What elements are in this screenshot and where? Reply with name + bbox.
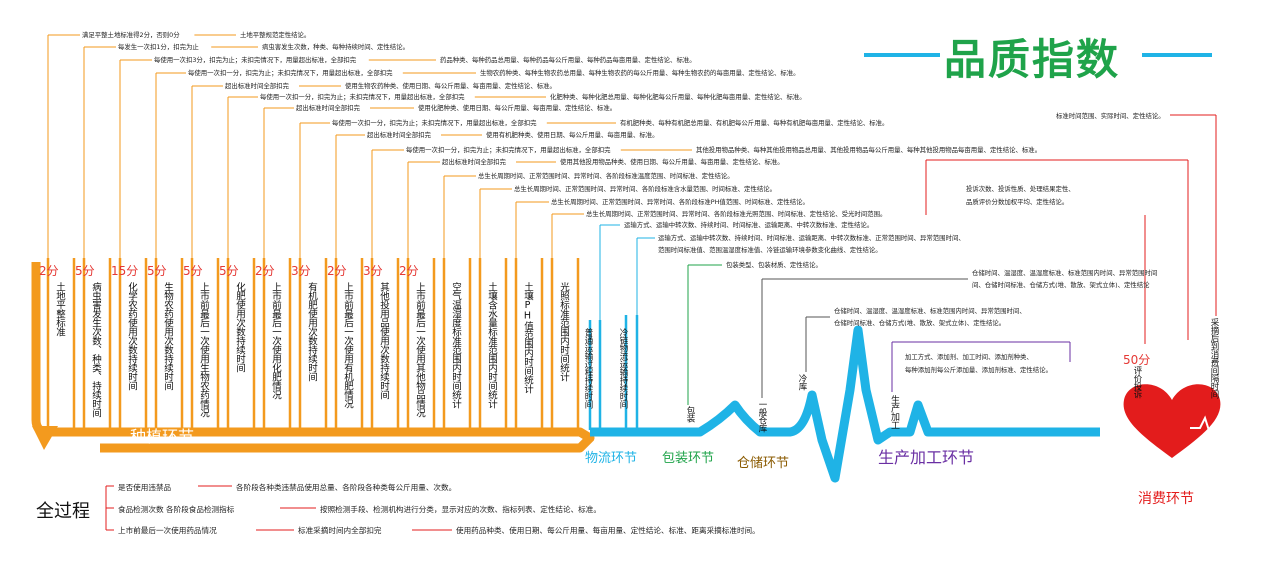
planting-score: 2分 (39, 264, 59, 278)
pulse-line (1190, 415, 1232, 444)
logistics-desc-3: 范围时间标准值、范围温湿度标准值、冷链运输环境参数变化曲线、定性结论。 (658, 246, 882, 254)
planting-score: 5分 (219, 264, 239, 278)
consumption-eval-desc-2: 品质评价分数加权平均、定性结论。 (966, 198, 1069, 206)
planting-score: 2分 (399, 264, 419, 278)
heart-icon (1123, 384, 1221, 458)
processing-desc-2: 每种添加剂每公斤添加量、添加剂标准、定性结论。 (905, 366, 1052, 374)
planting-label: 土地平整标准 (54, 282, 65, 336)
planting-desc: 每使用一次扣一分，扣完为止；未扣完情况下，用量超出标准，全部扣完 (406, 146, 611, 154)
storage-general-desc-2: 间、仓储时间标准、仓储方式(堆、散放、架式立体)、定性结论 (972, 281, 1150, 289)
stage-consumption: 消费环节 (1138, 491, 1194, 507)
consumption-score: 50分 (1123, 353, 1151, 367)
consumption-eval-desc-1: 投诉次数、投诉性质、处理结果定性、 (966, 185, 1075, 193)
planting-label: 其他投用品使用次数持续时间 (378, 282, 389, 399)
planting-label: 上市前最后一次使用其他物品情况 (414, 282, 425, 417)
planting-desc: 超出标准时间全部扣完 (225, 82, 289, 90)
storage-cold-label: 冷库 (797, 374, 807, 390)
planting-desc: 超出标准时间全部扣完 (367, 131, 431, 139)
stage-storage: 仓储环节 (737, 456, 790, 471)
logistics-normal-label: 普通运输过程持续时间 (583, 328, 593, 408)
whole-row-2-a: 食品检测次数 各阶段食品检测指标 (118, 505, 235, 514)
planting-label: 有机肥使用次数持续时间 (306, 282, 317, 381)
whole-row-3-b: 标准采摘时间内全部扣完 (298, 526, 382, 535)
planting-label: 土壤PH值范围内时间统计 (522, 282, 533, 393)
storage-general-desc-1: 仓储时间、温湿度、温湿度标准、标准范围内时间、异常范围时间 (972, 269, 1158, 277)
planting-desc: 每使用一次扣一分，扣完为止；未扣完情况下，用量超出标准，全部扣完 (332, 119, 537, 127)
stage-planting: 种植环节 (130, 427, 195, 446)
consumption-time-desc: 标准时间范围、实际时间、定性结论。 (1056, 112, 1165, 120)
planting-desc: 每使用一次扣3分，扣完为止；未扣完情况下，用量超出标准，全部扣完 (154, 56, 357, 64)
logistics-desc-2: 运输方式、运输中转次数、持续时间、时间标准、运输距离、中转次数标准、正常范围时间… (658, 234, 965, 242)
planting-label: 化学农药使用次数持续时间 (126, 282, 137, 390)
consumption-eval-label: 评价投诉 (1132, 366, 1142, 398)
planting-detail: 使用有机肥种类、使用日期、每公斤用量、每亩用量、标准。 (486, 131, 659, 139)
planting-desc: 总生长周期时间、正常范围时间、异常时间、各阶段标准含水量范围、时间标准、定性结论… (514, 185, 777, 193)
planting-score: 3分 (363, 264, 383, 278)
planting-label: 上市前最后一次使用生物农药情况 (198, 282, 209, 417)
planting-detail: 生物农药种类、每种生物农药总用量、每种生物农药的每公斤用量、每种生物农药的每亩用… (480, 69, 800, 77)
planting-detail: 其他投用物品种类、每种其他投用物品总用量、其他投用物品每公斤用量、每种其他投用物… (696, 146, 1042, 154)
processing-label: 生产加工 (889, 395, 899, 429)
planting-label: 生物农药使用次数持续时间 (162, 282, 173, 390)
planting-desc: 每使用一次扣一分，扣完为止；未扣完情况下，用量超出标准，全部扣完 (188, 69, 393, 77)
planting-desc: 总生长周期时间、正常范围时间、异常时间、各阶段标准温度范围、时间标准、定性结论。 (478, 172, 734, 180)
logistics-desc-1: 运输方式、运输中转次数、持续时间、时间标准、运输距离、中转次数标准、定性结论。 (624, 221, 874, 229)
planting-label: 土壤含水量标准范围内时间统计 (486, 282, 497, 408)
planting-detail: 使用化肥种类、使用日期、每公斤用量、每亩用量、定性结论、标准。 (418, 104, 617, 112)
whole-row-1-b: 各阶段各种类违禁品使用总量、各阶段各种类每公斤用量、次数。 (236, 483, 457, 492)
whole-row-2-b: 按照检测手段、检测机构进行分类，显示对应的次数、指标列表、定性结论、标准。 (320, 505, 601, 514)
stage-packaging: 包装环节 (662, 451, 715, 466)
orange-arrow-head (32, 426, 58, 450)
planting-detail: 药品种类、每种药品总用量、每种药品每公斤用量、每种药品每亩用量、定性结论、标准。 (440, 56, 696, 64)
planting-label: 上市前最后一次使用有机肥情况 (342, 282, 353, 408)
planting-desc: 每使用一次扣一分，扣完为止；未扣完情况下，用量超出标准，全部扣完 (260, 93, 465, 101)
packaging-desc: 包装类型、包装材质、定性结论。 (726, 261, 822, 269)
planting-score: 5分 (75, 264, 95, 278)
logistics-cold-label: 冷链物流运输持续时间 (618, 328, 628, 408)
whole-row-3-a: 上市前最后一次使用药品情况 (118, 526, 217, 535)
storage-general-label: 一般仓库 (757, 400, 767, 432)
whole-process-label: 全过程 (36, 501, 90, 522)
planting-detail: 有机肥种类、每种有机肥总用量、有机肥每公斤用量、每种有机肥每亩用量、定性结论、标… (620, 119, 889, 127)
planting-detail: 使用其他投用物品种类、使用日期、每公斤用量、每亩用量、定性结论、标准。 (560, 158, 784, 166)
planting-desc: 满足平整土地标准得2分，否则0分 (82, 31, 180, 39)
planting-label: 病虫害发生次数、种类、持续时间 (90, 282, 101, 417)
planting-label: 化肥使用次数持续时间 (234, 282, 245, 372)
planting-desc: 每发生一次扣1分，扣完为止 (118, 43, 199, 51)
planting-score: 5分 (183, 264, 203, 278)
planting-score: 5分 (147, 264, 167, 278)
planting-label: 光照标准范围内时间统计 (558, 282, 569, 381)
planting-score: 2分 (255, 264, 275, 278)
blue-wave (590, 325, 1100, 483)
planting-label: 空气温湿度标准范围内时间统计 (450, 282, 461, 408)
planting-score: 3分 (291, 264, 311, 278)
planting-score: 2分 (327, 264, 347, 278)
stage-processing: 生产加工环节 (878, 448, 975, 467)
planting-detail: 化肥种类、每种化肥总用量、每种化肥每公斤用量、每种化肥每亩用量、定性结论、标准。 (550, 93, 806, 101)
planting-desc: 超出标准时间全部扣完 (442, 158, 506, 166)
whole-row-1-a: 是否使用违禁品 (118, 483, 172, 492)
planting-desc: 总生长周期时间、正常范围时间、异常时间、各阶段标准PH值范围、时间标准、定性结论… (551, 198, 809, 206)
planting-desc: 总生长周期时间、正常范围时间、异常时间、各阶段标准光照范围、时间标准、定性结论、… (586, 210, 887, 218)
planting-detail: 土地平整规范定性结论。 (240, 31, 311, 39)
whole-row-3-c: 使用药品种类、使用日期、每公斤用量、每亩用量、定性结论、标准、距离采摘标准时间。 (456, 526, 760, 535)
planting-score: 15分 (111, 264, 139, 278)
planting-label: 上市前最后一次使用化肥情况 (270, 282, 281, 399)
storage-cold-desc-1: 仓储时间、温湿度、温湿度标准、标准范围内时间、异常范围时间、 (834, 307, 1026, 315)
page-title: 品质指数 (944, 35, 1121, 84)
stage-logistics: 物流环节 (585, 451, 638, 466)
planting-desc: 超出标准时间全部扣完 (296, 104, 360, 112)
consumption-time-label: 采摘后到消费间隔时间 (1209, 318, 1219, 398)
packaging-label: 包装 (685, 406, 695, 422)
planting-detail: 使用生物农药种类、使用日期、每公斤用量、每亩用量、定性结论、标准。 (345, 82, 556, 90)
planting-detail: 病虫害发生次数，种类、每种持续时间、定性结论。 (262, 43, 409, 51)
processing-desc-1: 加工方式、添加剂、加工时间、添加剂种类、 (905, 353, 1033, 361)
storage-cold-desc-2: 仓储时间标准、仓储方式(堆、散放、架式立体)、定性结论。 (834, 319, 1006, 327)
